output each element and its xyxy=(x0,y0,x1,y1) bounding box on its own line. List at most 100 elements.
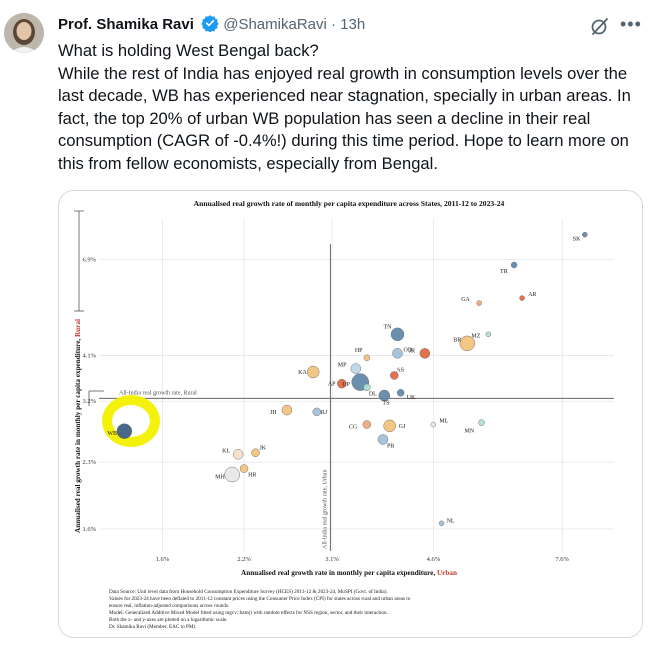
data-point-ml xyxy=(430,421,437,428)
data-point-sk xyxy=(582,231,588,238)
data-label-mh: MH xyxy=(215,475,225,481)
data-label-as: AS xyxy=(396,367,404,373)
data-point-as xyxy=(390,371,399,380)
data-label-mz: MZ xyxy=(471,333,480,339)
note-line: Values for 2023-24 have been deflated to… xyxy=(109,595,411,602)
more-options-icon[interactable]: ••• xyxy=(620,14,642,34)
data-point-cg xyxy=(362,420,372,429)
data-point-gj xyxy=(383,419,396,433)
data-label-mp: MP xyxy=(338,363,347,369)
data-point-wb xyxy=(116,423,133,439)
data-label-br: BR xyxy=(453,337,461,343)
data-label-up: UP xyxy=(342,382,350,388)
note-line: Data Source: Unit level data from Househ… xyxy=(109,588,388,595)
tweet-header: Prof. Shamika Ravi @ShamikaRavi · 13h xyxy=(58,14,658,38)
data-label-nl: NL xyxy=(447,518,455,524)
y-tick-label: 3.2% xyxy=(82,398,96,405)
data-label-jr: JR xyxy=(409,348,415,354)
data-point-od xyxy=(392,348,403,359)
scatter-chart: Annualised real growth rate of monthly p… xyxy=(59,191,642,637)
data-label-tr: TR xyxy=(500,269,508,275)
grok-icon[interactable] xyxy=(590,16,610,36)
chart-notes: Data Source: Unit level data from Househ… xyxy=(109,588,411,630)
y-tick-label: 1.6% xyxy=(82,526,96,533)
data-point-dl xyxy=(363,383,371,392)
separator-dot: · xyxy=(331,16,336,33)
note-line: Model: Generalized Additive Mixed Model … xyxy=(109,609,388,616)
data-point-tn xyxy=(390,327,405,342)
y-tick-label: 2.3% xyxy=(82,459,96,466)
x-tick-label: 4.6% xyxy=(427,556,441,563)
reference-lines: All-India real growth rate, Rural All-Ind… xyxy=(99,244,614,551)
x-tick-label: 3.1% xyxy=(325,556,339,563)
data-point-rj xyxy=(312,407,321,417)
x-axis-label: Annualised real growth rate in monthly p… xyxy=(241,569,457,577)
data-label-mn: MN xyxy=(465,429,475,435)
data-label-dl: DL xyxy=(369,391,377,397)
data-point-pb xyxy=(377,434,389,445)
data-label-cg: CG xyxy=(349,425,358,431)
data-point-ap xyxy=(337,378,347,389)
y-tick-label: 4.1% xyxy=(82,353,96,360)
x-tick-label: 2.2% xyxy=(237,556,251,563)
data-label-wb: WB xyxy=(107,431,117,437)
data-label-uk: UK xyxy=(407,395,416,401)
tweet-text: What is holding West Bengal back? While … xyxy=(58,40,648,176)
data-label-hr: HR xyxy=(248,473,256,479)
data-point-mp xyxy=(350,363,362,374)
data-point-ts xyxy=(378,389,391,402)
author-name[interactable]: Prof. Shamika Ravi xyxy=(58,16,194,33)
data-label-ka: KA xyxy=(298,370,307,376)
data-point-jr xyxy=(419,348,431,359)
data-label-ga: GA xyxy=(461,297,470,303)
data-point-mn xyxy=(478,419,485,426)
data-label-pb: PB xyxy=(387,444,394,450)
data-point-ar xyxy=(519,295,525,301)
data-label-kl: KL xyxy=(222,448,230,454)
axis-ticks: 1.6% 2.2% 3.1% 4.6% 7.6% 1.6% 2.3% 3.2% 4.1% 6.9% xyxy=(82,257,569,563)
data-point-nl xyxy=(438,520,445,527)
data-point-hp xyxy=(363,354,371,362)
grid-lines xyxy=(99,219,614,551)
data-point-mz xyxy=(485,331,492,338)
rural-reference-label: All-India real growth rate, Rural xyxy=(119,390,197,396)
data-point-mh xyxy=(224,466,240,483)
data-point-br xyxy=(459,335,476,352)
chart-image[interactable]: Annualised real growth rate of monthly p… xyxy=(58,190,643,638)
tweet-text-line: While the rest of India has enjoyed real… xyxy=(58,63,631,173)
data-point-jh xyxy=(281,404,293,416)
data-point-ga xyxy=(476,300,482,306)
tweet-text-line: What is holding West Bengal back? xyxy=(58,41,319,60)
y-axis-label: Annualised real growth rate in monthly p… xyxy=(74,319,82,533)
data-label-hp: HP xyxy=(355,348,363,354)
data-label-tn: TN xyxy=(383,324,392,330)
note-line: ensure real, inflation-adjusted comparis… xyxy=(109,602,229,609)
data-label-sk: SK xyxy=(573,237,581,243)
data-label-ml: ML xyxy=(439,419,448,425)
y-tick-label: 6.9% xyxy=(82,257,96,264)
data-point-kl xyxy=(232,449,244,460)
data-point-jk xyxy=(251,448,260,457)
data-label-ap: AP xyxy=(328,382,336,388)
verified-badge-icon[interactable] xyxy=(201,14,219,32)
author-handle[interactable]: @ShamikaRavi xyxy=(223,16,327,33)
data-label-ts: TS xyxy=(382,401,389,407)
x-tick-label: 7.6% xyxy=(555,556,569,563)
avatar[interactable] xyxy=(4,13,44,53)
data-label-rj: RJ xyxy=(321,410,328,416)
data-point-uk xyxy=(396,389,405,397)
urban-reference-label: All-India real growth rate, Urban xyxy=(322,470,328,549)
data-label-jk: JK xyxy=(259,446,266,452)
data-label-od: OD xyxy=(403,347,412,353)
tweet-timestamp[interactable]: 13h xyxy=(340,16,366,33)
chart-title: Annualised real growth rate of monthly p… xyxy=(194,199,505,208)
avatar-image xyxy=(4,13,44,53)
data-point-hr xyxy=(239,464,249,473)
data-label-gj: GJ xyxy=(399,424,406,430)
data-point-tr xyxy=(510,261,518,269)
data-point-ka xyxy=(306,365,320,379)
x-tick-label: 1.6% xyxy=(156,556,170,563)
data-label-jh: JH xyxy=(270,410,277,416)
note-line: Both the x- and y-axes are plotted on a … xyxy=(109,617,228,623)
